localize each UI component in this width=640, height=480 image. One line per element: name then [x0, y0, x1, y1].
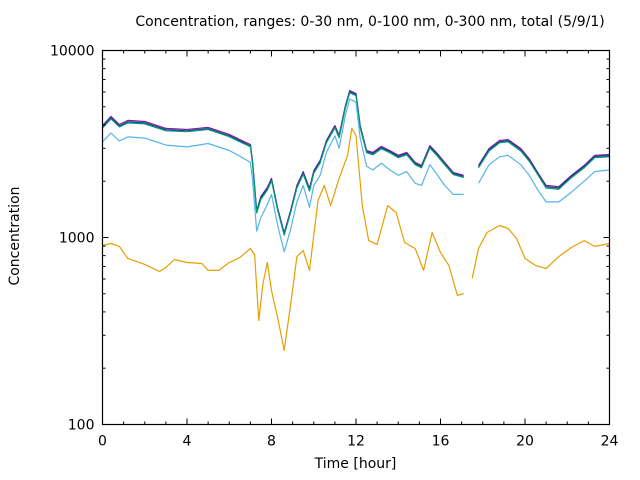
series-line-1: [102, 91, 610, 235]
x-tick-label: 16: [432, 434, 450, 450]
series-line-2: [102, 92, 610, 236]
y-tick-label: 100: [68, 418, 95, 434]
x-tick-label: 24: [601, 434, 619, 450]
x-tick-label: 0: [98, 434, 107, 450]
series-line-3: [102, 98, 610, 253]
x-tick-label: 8: [267, 434, 276, 450]
x-tick-label: 4: [183, 434, 192, 450]
y-tick-label: 10000: [50, 44, 95, 60]
series-line-4: [102, 127, 610, 351]
y-tick-label: 1000: [59, 231, 95, 247]
series-layer: [102, 89, 610, 351]
chart-title: Concentration, ranges: 0-30 nm, 0-100 nm…: [135, 14, 605, 30]
ticks-layer: 0 4 8 12 16 20 24 100 1000 10000: [50, 44, 619, 450]
series-line-0: [102, 89, 610, 234]
x-axis-label: Time [hour]: [314, 456, 397, 472]
x-tick-label: 20: [516, 434, 534, 450]
x-tick-label: 12: [347, 434, 365, 450]
